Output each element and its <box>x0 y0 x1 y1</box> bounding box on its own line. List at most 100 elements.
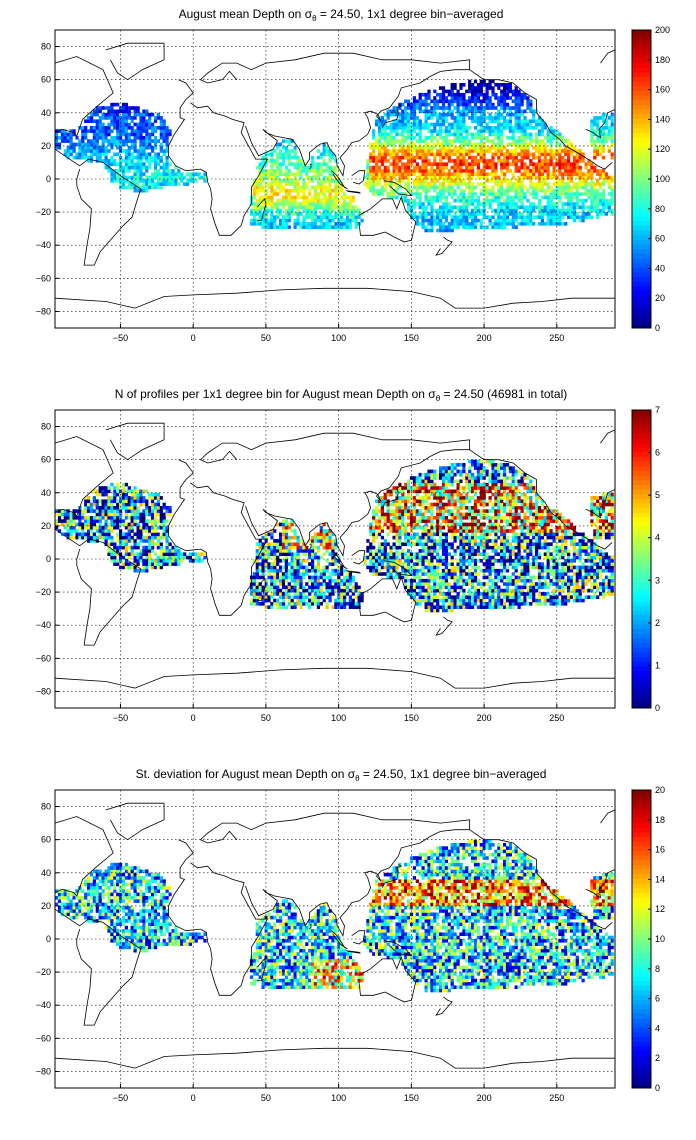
heatmap-cell <box>119 126 123 130</box>
heatmap-cell <box>523 195 527 200</box>
heatmap-cell <box>441 165 446 170</box>
heatmap-cell <box>412 126 417 130</box>
heatmap-cell <box>299 582 303 586</box>
heatmap-cell <box>66 535 70 540</box>
heatmap-cell <box>328 172 332 177</box>
heatmap-cell <box>468 225 472 230</box>
heatmap-cell <box>366 165 370 170</box>
heatmap-cell <box>261 175 265 180</box>
heatmap-cell <box>159 525 163 530</box>
heatmap-cell <box>569 162 574 167</box>
heatmap-cell <box>462 99 466 104</box>
heatmap-cell <box>444 172 449 177</box>
heatmap-cell <box>418 202 422 206</box>
heatmap-cell <box>258 182 262 186</box>
heatmap-cell <box>375 509 379 513</box>
heatmap-cell <box>319 215 323 220</box>
heatmap-cell <box>334 205 338 210</box>
heatmap-cell <box>543 126 547 130</box>
heatmap-cell <box>296 602 300 606</box>
heatmap-cell <box>264 175 268 180</box>
heatmap-cell <box>255 188 259 193</box>
heatmap-cell <box>520 102 524 107</box>
heatmap-cell <box>116 179 120 183</box>
heatmap-cell <box>511 202 515 206</box>
heatmap-cell <box>142 122 146 127</box>
heatmap-cell <box>462 102 466 107</box>
heatmap-cell <box>87 539 91 543</box>
heatmap-cell <box>104 542 108 547</box>
heatmap-cell <box>418 126 422 130</box>
heatmap-cell <box>479 188 483 193</box>
heatmap-cell <box>476 182 481 186</box>
heatmap-cell <box>343 585 347 590</box>
heatmap-cell <box>296 552 300 557</box>
heatmap-cell <box>386 142 390 147</box>
heatmap-cell <box>84 152 88 157</box>
heatmap-cell <box>121 109 126 114</box>
heatmap-cell <box>476 96 481 100</box>
heatmap-cell <box>526 222 530 226</box>
heatmap-cell <box>276 585 280 590</box>
heatmap-cell <box>119 499 123 504</box>
heatmap-cell <box>270 585 274 590</box>
heatmap-cell <box>302 195 306 200</box>
heatmap-cell <box>517 182 521 186</box>
heatmap-cell <box>331 568 335 573</box>
heatmap-cell <box>101 139 105 143</box>
heatmap-cell <box>116 145 120 150</box>
heatmap-cell <box>142 568 146 573</box>
heatmap-cell <box>537 175 542 180</box>
heatmap-cell <box>287 212 291 216</box>
heatmap-cell <box>284 208 289 213</box>
heatmap-cell <box>601 175 606 180</box>
heatmap-cell <box>479 218 483 223</box>
heatmap-cell <box>505 83 510 87</box>
heatmap-cell <box>427 188 431 193</box>
heatmap-cell <box>398 155 402 160</box>
heatmap-cell <box>575 205 579 210</box>
heatmap-cell <box>331 592 335 596</box>
heatmap-cell <box>447 175 451 180</box>
heatmap-cell <box>267 588 271 593</box>
heatmap-cell <box>485 122 489 127</box>
heatmap-cell <box>130 512 134 517</box>
heatmap-cell <box>63 139 67 143</box>
heatmap-cell <box>95 126 99 130</box>
heatmap-cell <box>313 545 318 550</box>
heatmap-cell <box>564 162 568 167</box>
heatmap-cell <box>453 159 457 163</box>
heatmap-cell <box>607 126 611 130</box>
heatmap-cell <box>162 559 166 563</box>
heatmap-cell <box>529 106 533 110</box>
heatmap-cell <box>279 165 283 170</box>
heatmap-cell <box>558 198 562 203</box>
heatmap-cell <box>549 155 553 160</box>
heatmap-cell <box>351 205 355 210</box>
heatmap-cell <box>98 155 102 160</box>
heatmap-cell <box>407 169 411 173</box>
heatmap-cell <box>334 215 338 220</box>
heatmap-cell <box>98 535 102 540</box>
heatmap-cell <box>540 139 545 143</box>
heatmap-cell <box>107 552 111 557</box>
heatmap-cell <box>453 99 457 104</box>
heatmap-cell <box>290 205 294 210</box>
heatmap-cell <box>121 489 126 494</box>
heatmap-cell <box>465 89 469 94</box>
heatmap-cell <box>319 218 323 223</box>
heatmap-cell <box>383 492 387 497</box>
heatmap-cell <box>95 142 99 147</box>
heatmap-cell <box>546 222 550 226</box>
heatmap-cell <box>84 519 88 523</box>
heatmap-cell <box>136 492 140 497</box>
heatmap-cell <box>63 516 67 520</box>
heatmap-cell <box>284 225 289 230</box>
heatmap-cell <box>575 212 579 216</box>
heatmap-cell <box>488 222 492 226</box>
heatmap-cell <box>296 165 300 170</box>
heatmap-cell <box>395 139 399 143</box>
heatmap-cell <box>293 529 297 533</box>
heatmap-cell <box>380 559 385 563</box>
heatmap-cell <box>130 185 134 190</box>
